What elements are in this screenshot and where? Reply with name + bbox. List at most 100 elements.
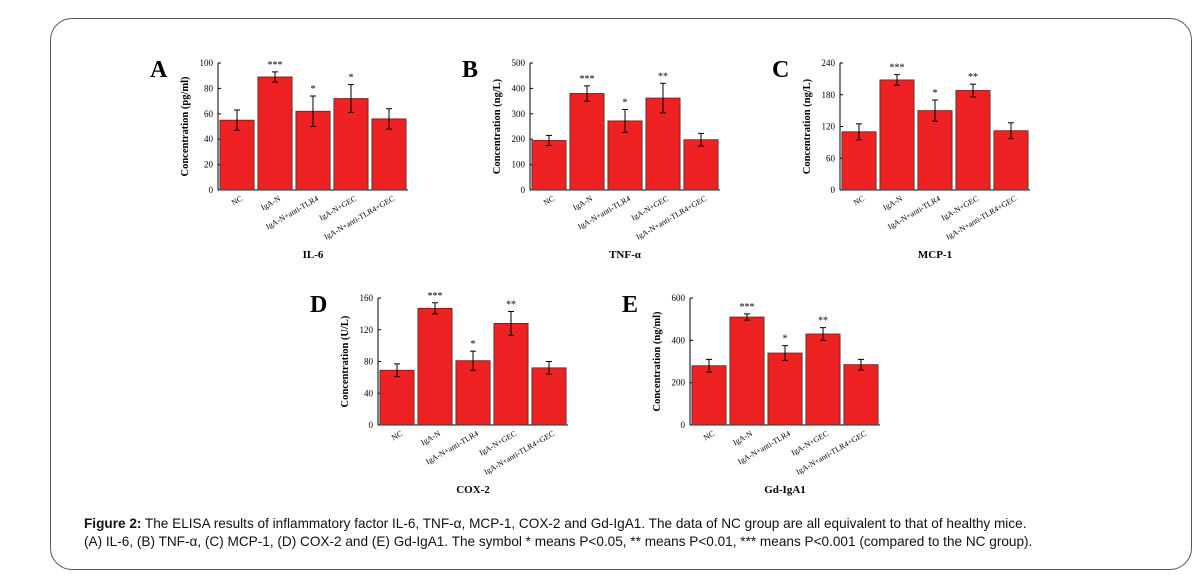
y-tick-label: 120 (822, 122, 836, 132)
bar (691, 365, 727, 426)
bar (767, 352, 803, 426)
y-tick-label: 500 (512, 58, 526, 68)
x-tick-label: IgA-N+anti-TLR4+GEC (794, 429, 868, 477)
bar (531, 367, 567, 426)
chart-title: MCP-1 (918, 249, 952, 261)
bar (417, 307, 453, 426)
y-tick-label: 0 (831, 185, 836, 195)
x-tick-label: NC (230, 194, 244, 207)
y-axis-label: Concentration (ng/L) (492, 78, 503, 174)
significance-label: *** (890, 63, 905, 74)
caption-label: Figure 2: (84, 516, 142, 531)
y-tick-label: 160 (360, 293, 374, 303)
y-tick-label: 100 (200, 58, 214, 68)
significance-label: ** (658, 71, 668, 82)
significance-label: ** (506, 299, 516, 310)
panel-letter: A (150, 57, 168, 83)
y-tick-label: 20 (204, 160, 214, 170)
y-tick-label: 80 (204, 83, 214, 93)
x-tick-label: IgA-N (731, 429, 754, 447)
y-tick-label: 40 (204, 134, 214, 144)
significance-label: * (349, 73, 354, 84)
significance-label: *** (428, 291, 443, 302)
caption-line-1: The ELISA results of inflammatory factor… (141, 516, 1027, 531)
significance-label: *** (268, 60, 283, 71)
y-tick-label: 40 (364, 388, 374, 398)
bar (729, 316, 765, 426)
x-tick-label: IgA-N+anti-TLR4+GEC (482, 429, 556, 477)
bar (371, 118, 407, 191)
significance-label: ** (818, 316, 828, 327)
x-tick-label: NC (542, 194, 556, 207)
chart-panel-d: D Concentration (U/L) 0 40 80 120 160 NC *** IgA-… (310, 290, 590, 505)
panel-letter: C (772, 57, 789, 83)
chart-panel-c: C Concentration (ng/L) 0 60 120 180 240 NC *** Ig… (772, 55, 1042, 270)
y-tick-label: 0 (209, 185, 214, 195)
y-tick-label: 300 (512, 109, 526, 119)
y-axis-label: Concentration (ng/L) (802, 78, 813, 174)
y-axis-label: Concentration (pg/ml) (180, 76, 191, 177)
significance-label: * (311, 84, 316, 95)
y-tick-label: 60 (826, 153, 836, 163)
bar (531, 140, 567, 191)
significance-label: * (933, 88, 938, 99)
bar (805, 333, 841, 426)
bar (493, 323, 529, 426)
y-axis-label: Concentration (U/L) (340, 315, 351, 407)
y-tick-label: 0 (521, 185, 526, 195)
significance-label: * (783, 334, 788, 345)
bar (993, 130, 1029, 191)
figure-caption: Figure 2: The ELISA results of inflammat… (84, 515, 1184, 551)
bar (333, 98, 369, 191)
x-tick-label: IgA-N (419, 429, 442, 447)
y-tick-label: 240 (822, 58, 836, 68)
x-tick-label: IgA-N (571, 194, 594, 212)
figure-frame (50, 18, 1192, 570)
bar (455, 360, 491, 426)
chart-panel-e: E Concentration (ng/ml) 0 200 400 600 NC *** IgA… (622, 290, 902, 505)
y-tick-label: 0 (369, 420, 374, 430)
significance-label: *** (740, 302, 755, 313)
y-axis-label: Concentration (ng/ml) (652, 311, 663, 412)
chart-b-svg: B Concentration (ng/L) 0 100 200 300 400 500 NC *… (462, 57, 720, 261)
panel-letter: B (462, 57, 478, 83)
x-tick-label: IgA-N+anti-TLR4+GEC (944, 194, 1018, 242)
significance-label: ** (968, 72, 978, 83)
panel-letter: E (622, 292, 638, 318)
y-tick-label: 60 (204, 109, 214, 119)
chart-title: Gd-IgA1 (764, 484, 806, 496)
panel-letter: D (310, 292, 327, 318)
x-tick-label: IgA-N (259, 194, 282, 212)
x-tick-label: NC (852, 194, 866, 207)
y-tick-label: 200 (512, 134, 526, 144)
significance-label: *** (580, 74, 595, 85)
significance-label: * (623, 97, 628, 108)
bar (843, 364, 879, 426)
x-tick-label: IgA-N+anti-TLR4+GEC (634, 194, 708, 242)
bar (569, 93, 605, 191)
bar (879, 79, 915, 191)
x-tick-label: IgA-N+anti-TLR4+GEC (322, 194, 396, 242)
bar (683, 139, 719, 191)
x-tick-label: IgA-N (881, 194, 904, 212)
bar (219, 119, 255, 191)
y-tick-label: 100 (512, 160, 526, 170)
chart-panel-a: A Concentration (pg/ml) 0 20 40 60 80 100 NC *** I… (150, 55, 420, 270)
y-tick-label: 180 (822, 90, 836, 100)
y-tick-label: 200 (672, 378, 686, 388)
bar (379, 369, 415, 426)
x-tick-label: NC (702, 429, 716, 442)
bar (955, 90, 991, 191)
chart-title: IL-6 (303, 249, 324, 261)
bar (257, 76, 293, 191)
x-tick-label: NC (390, 429, 404, 442)
chart-a-svg: A Concentration (pg/ml) 0 20 40 60 80 100 NC *** I… (150, 57, 408, 261)
bar (841, 131, 877, 191)
y-tick-label: 120 (360, 325, 374, 335)
y-tick-label: 400 (672, 335, 686, 345)
y-tick-label: 600 (672, 293, 686, 303)
y-tick-label: 400 (512, 83, 526, 93)
